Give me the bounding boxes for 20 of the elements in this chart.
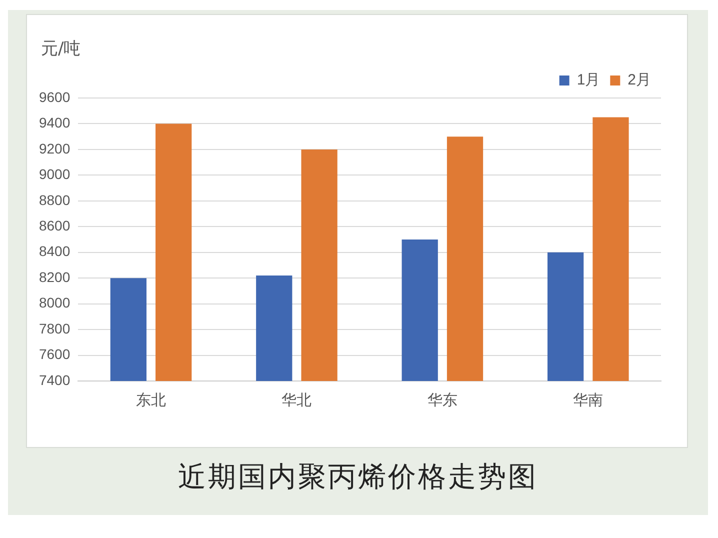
y-tick-label: 7600 bbox=[38, 346, 70, 362]
y-tick-label: 8400 bbox=[38, 243, 70, 260]
legend-label: 1月 bbox=[576, 72, 600, 89]
y-tick-label: 8200 bbox=[38, 268, 70, 285]
text: 近期国内聚丙烯价格走势图 bbox=[177, 459, 539, 495]
x-tick-label: 华东 bbox=[427, 392, 458, 410]
x-tick-label: 东北 bbox=[136, 392, 166, 410]
legend-label: 2月 bbox=[628, 72, 651, 89]
y-axis-title: 元/吨 bbox=[41, 38, 81, 60]
y-tick-label: 8000 bbox=[38, 294, 70, 311]
y-tick-label: 9600 bbox=[38, 88, 70, 105]
y-tick-label: 9200 bbox=[38, 140, 70, 156]
x-tick-label: 华南 bbox=[573, 392, 604, 410]
y-tick-label: 9400 bbox=[38, 114, 70, 131]
y-tick-label: 8800 bbox=[38, 192, 70, 208]
y-tick-label: 9000 bbox=[38, 166, 70, 182]
x-tick-label: 华北 bbox=[282, 392, 312, 410]
y-tick-label: 7400 bbox=[38, 372, 70, 388]
y-tick-label: 7800 bbox=[38, 320, 70, 336]
y-tick-label: 8600 bbox=[38, 217, 70, 234]
